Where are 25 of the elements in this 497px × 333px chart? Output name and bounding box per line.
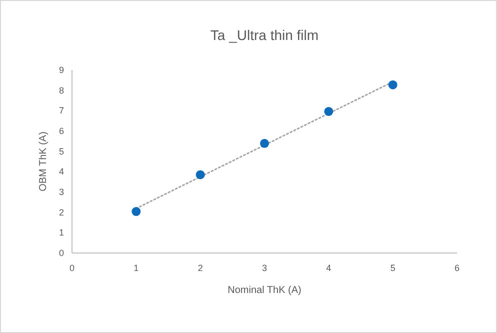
point — [260, 138, 269, 148]
y-tick-label: 5 — [58, 146, 64, 156]
x-tick-label: 6 — [454, 263, 460, 273]
y-tick-label: 3 — [58, 187, 64, 197]
x-tick-label: 1 — [134, 263, 139, 273]
x-tick-label: 0 — [69, 263, 75, 273]
y-axis-title: OBM ThK (A) — [38, 132, 49, 192]
x-tick-label: 3 — [262, 263, 268, 273]
x-tick-label: 5 — [390, 263, 396, 273]
point — [388, 80, 398, 90]
y-tick-label: 0 — [58, 248, 64, 258]
y-tick-label: 6 — [58, 126, 64, 136]
y-tick-label: 7 — [58, 106, 64, 116]
point — [132, 207, 141, 216]
y-tick-label: 8 — [58, 85, 64, 96]
point — [196, 170, 205, 180]
y-tick-label: 1 — [58, 228, 64, 238]
y-tick-label: 2 — [58, 207, 64, 218]
y-tick-label: 4 — [58, 166, 64, 177]
x-tick-label: 4 — [326, 263, 332, 273]
chart-title: Ta _Ultra thin film — [210, 27, 319, 43]
x-axis-title: Nominal ThK (A) — [228, 285, 302, 296]
x-tick-label: 2 — [198, 263, 203, 273]
y-tick-label: 9 — [58, 65, 64, 75]
point — [324, 106, 334, 116]
